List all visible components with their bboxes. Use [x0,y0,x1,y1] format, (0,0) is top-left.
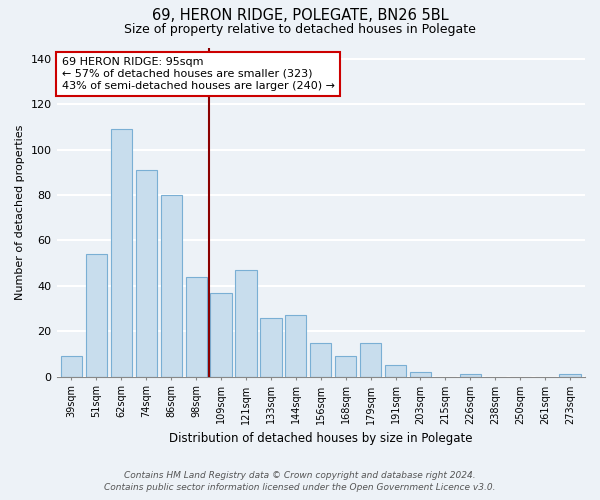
Bar [285,316,307,376]
Bar [136,170,157,376]
Bar [310,342,331,376]
Bar [460,374,481,376]
Bar [86,254,107,376]
Text: 69 HERON RIDGE: 95sqm
← 57% of detached houses are smaller (323)
43% of semi-det: 69 HERON RIDGE: 95sqm ← 57% of detached … [62,58,335,90]
Bar [185,277,207,376]
Text: Contains HM Land Registry data © Crown copyright and database right 2024.
Contai: Contains HM Land Registry data © Crown c… [104,471,496,492]
Bar [335,356,356,376]
Bar [260,318,281,376]
Text: Size of property relative to detached houses in Polegate: Size of property relative to detached ho… [124,22,476,36]
Bar [385,366,406,376]
Bar [111,129,132,376]
X-axis label: Distribution of detached houses by size in Polegate: Distribution of detached houses by size … [169,432,473,445]
Bar [559,374,581,376]
Bar [360,342,381,376]
Bar [410,372,431,376]
Bar [235,270,257,376]
Bar [61,356,82,376]
Bar [211,292,232,376]
Bar [161,195,182,376]
Y-axis label: Number of detached properties: Number of detached properties [15,124,25,300]
Text: 69, HERON RIDGE, POLEGATE, BN26 5BL: 69, HERON RIDGE, POLEGATE, BN26 5BL [152,8,448,22]
